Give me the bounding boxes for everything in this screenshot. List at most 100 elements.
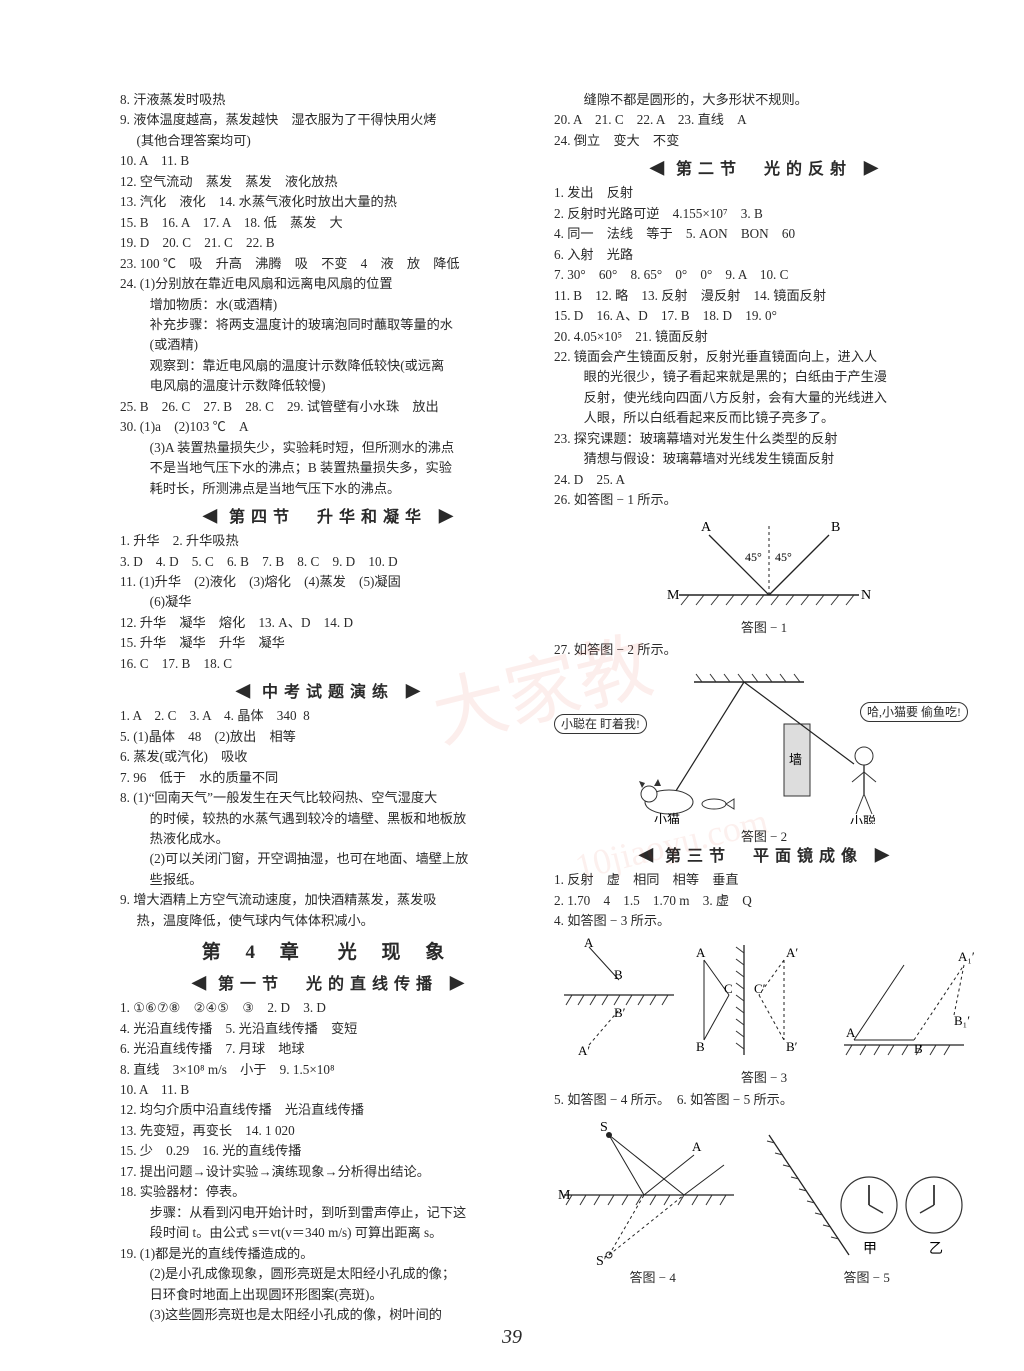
svg-text:A: A bbox=[584, 935, 594, 950]
text-line: 24. (1)分别放在靠近电风扇和远离电风扇的位置 bbox=[120, 274, 536, 294]
fig2-caption: 答图 − 2 bbox=[554, 826, 974, 845]
text-line: 耗时长，所测沸点是当地气压下水的沸点。 bbox=[120, 479, 536, 499]
text-line: 25. B 26. C 27. B 28. C 29. 试管壁有小水珠 放出 bbox=[120, 397, 536, 417]
section-4-header: ◀ 第四节 升华和凝华 ▶ bbox=[120, 503, 536, 527]
text-line: 22. 镜面会产生镜面反射，反射光垂直镜面向上，进入人 bbox=[554, 347, 974, 367]
text-line: 23. 探究课题：玻璃幕墙对光发生什么类型的反射 bbox=[554, 429, 974, 449]
triangle-right-icon: ▶ bbox=[406, 680, 420, 701]
triangle-right-icon: ▶ bbox=[450, 972, 464, 993]
fig2-bubble-right: 哈,小猫要 偷鱼吃! bbox=[860, 702, 968, 722]
text-line: 11. (1)升华 (2)液化 (3)熔化 (4)蒸发 (5)凝固 bbox=[120, 572, 536, 592]
text-line: 的时候，较热的水蒸气遇到较冷的墙壁、黑板和地板放 bbox=[120, 809, 536, 829]
text-line: (或酒精) bbox=[120, 335, 536, 355]
text-line: 24. D 25. A bbox=[554, 470, 974, 490]
fig2-wall-label: 墙 bbox=[789, 752, 802, 767]
text-line: 11. B 12. 略 13. 反射 漫反射 14. 镜面反射 bbox=[554, 286, 974, 306]
svg-text:甲: 甲 bbox=[863, 1242, 877, 1257]
chapter-4-header: 第 4 章 光 现 象 bbox=[120, 937, 536, 964]
text-line: 4. 同一 法线 等于 5. AON BON 60 bbox=[554, 224, 974, 244]
text-line: 3. D 4. D 5. C 6. B 7. B 8. C 9. D 10. D bbox=[120, 552, 536, 572]
text-line: (3)A 装置热量损失少，实验耗时短，但所测水的沸点 bbox=[120, 438, 536, 458]
text-line: 2. 反射时光路可逆 4.155×10⁷ 3. B bbox=[554, 204, 974, 224]
text-line: 5. (1)晶体 48 (2)放出 相等 bbox=[120, 727, 536, 747]
text-line: 15. D 16. A、D 17. B 18. D 19. 0° bbox=[554, 306, 974, 326]
fig1-angle1: 45° bbox=[745, 550, 762, 564]
section-4-1-header: ◀ 第一节 光的直线传播 ▶ bbox=[120, 970, 536, 994]
text-line: 15. 升华 凝华 升华 凝华 bbox=[120, 633, 536, 653]
text-line: 7. 96 低于 水的质量不同 bbox=[120, 768, 536, 788]
fig5-caption: 答图 − 5 bbox=[759, 1267, 974, 1286]
text-line: 17. 提出问题→设计实验→演练现象→分析得出结论。 bbox=[120, 1162, 536, 1182]
svg-text:A′: A′ bbox=[578, 1043, 590, 1058]
text-line: 1. 反射 虚 相同 相等 垂直 bbox=[554, 870, 974, 890]
fig4-svg: S S′ A M bbox=[554, 1115, 744, 1265]
text-line: 段时间 t。由公式 s＝vt(v＝340 m/s) 可算出距离 s。 bbox=[120, 1223, 536, 1243]
text-line: 热，温度降低，使气球内气体体积减小。 bbox=[120, 911, 536, 931]
text-line: 10. A 11. B bbox=[120, 151, 536, 171]
triangle-left-icon: ◀ bbox=[650, 157, 664, 178]
answer-figure-3: A B A′ B′ A B C A′ B′ C′ bbox=[554, 935, 974, 1086]
svg-text:A′: A′ bbox=[786, 945, 798, 960]
text-line: 13. 汽化 液化 14. 水蒸气液化时放出大量的热 bbox=[120, 192, 536, 212]
text-line: 20. 4.05×10⁵ 21. 镜面反射 bbox=[554, 327, 974, 347]
text-line: 步骤：从看到闪电开始计时，到听到雷声停止，记下这 bbox=[120, 1203, 536, 1223]
left-column: 8. 汗液蒸发时吸热 9. 液体温度越高，蒸发越快 湿衣服为了干得快用火烤 (其… bbox=[120, 90, 536, 1331]
text-line: 6. 蒸发(或汽化) 吸收 bbox=[120, 747, 536, 767]
text-line: 30. (1)a (2)103 ℃ A bbox=[120, 417, 536, 437]
text-line: 12. 空气流动 蒸发 蒸发 液化放热 bbox=[120, 172, 536, 192]
text-line: 6. 光沿直线传播 7. 月球 地球 bbox=[120, 1039, 536, 1059]
text-line: 9. 增大酒精上方空气流动速度，加快酒精蒸发，蒸发吸 bbox=[120, 890, 536, 910]
text-line: 增加物质：水(或酒精) bbox=[120, 295, 536, 315]
text-line: 15. 少 0.29 16. 光的直线传播 bbox=[120, 1141, 536, 1161]
text-line: 1. 升华 2. 升华吸热 bbox=[120, 531, 536, 551]
svg-text:B′: B′ bbox=[614, 1005, 626, 1020]
fig1-svg: A B M N 45° 45° bbox=[649, 515, 879, 615]
text-line: 20. A 21. C 22. A 23. 直线 A bbox=[554, 110, 974, 130]
text-line: 些报纸。 bbox=[120, 870, 536, 890]
svg-text:S: S bbox=[600, 1120, 608, 1135]
svg-text:B: B bbox=[696, 1039, 705, 1054]
svg-text:A: A bbox=[696, 945, 706, 960]
svg-text:C′: C′ bbox=[754, 981, 766, 996]
text-line: 猜想与假设：玻璃幕墙对光线发生镜面反射 bbox=[554, 449, 974, 469]
right-column: 缝隙不都是圆形的，大多形状不规则。 20. A 21. C 22. A 23. … bbox=[554, 90, 974, 1331]
text-line: 23. 100 ℃ 吸 升高 沸腾 吸 不变 4 液 放 降低 bbox=[120, 254, 536, 274]
section-title: 第三节 平面镜成像 bbox=[665, 842, 863, 866]
answer-figure-1: A B M N 45° 45° 答图 − 1 bbox=[649, 515, 879, 636]
text-line: 反射，使光线向四面八方反射，会有大量的光线进入 bbox=[554, 388, 974, 408]
text-line: 观察到：靠近电风扇的温度计示数降低较快(或远离 bbox=[120, 356, 536, 376]
text-line: 12. 均匀介质中沿直线传播 光沿直线传播 bbox=[120, 1100, 536, 1120]
text-line: 27. 如答图 − 2 所示。 bbox=[554, 640, 974, 660]
text-line: 19. (1)都是光的直线传播造成的。 bbox=[120, 1244, 536, 1264]
answer-figure-4: S S′ A M 答图 − 4 bbox=[554, 1115, 751, 1286]
answer-figure-2: 墙 小猫 小聪 小聪在 盯着我! bbox=[554, 664, 974, 834]
section-3-header: ◀ 第三节 平面镜成像 ▶ bbox=[554, 842, 974, 866]
triangle-right-icon: ▶ bbox=[864, 157, 878, 178]
fig2-boy-label: 小聪 bbox=[850, 814, 876, 824]
text-line: 24. 倒立 变大 不变 bbox=[554, 131, 974, 151]
text-line: 不是当地气压下水的沸点；B 装置热量损失多，实验 bbox=[120, 458, 536, 478]
triangle-left-icon: ◀ bbox=[236, 680, 250, 701]
text-line: 4. 如答图 − 3 所示。 bbox=[554, 911, 974, 931]
section-title: 中考试题演练 bbox=[262, 678, 394, 702]
text-line: 13. 先变短，再变长 14. 1 020 bbox=[120, 1121, 536, 1141]
fig3-svg: A B A′ B′ A B C A′ B′ C′ bbox=[554, 935, 974, 1065]
fig2-svg: 墙 小猫 小聪 bbox=[554, 664, 964, 824]
svg-text:B: B bbox=[614, 967, 623, 982]
text-line: (2)可以关闭门窗，开空调抽湿，也可在地面、墙壁上放 bbox=[120, 849, 536, 869]
fig1-caption: 答图 − 1 bbox=[649, 617, 879, 636]
svg-text:C: C bbox=[724, 981, 733, 996]
svg-text:B′: B′ bbox=[786, 1039, 798, 1054]
text-line: 1. A 2. C 3. A 4. 晶体 340 8 bbox=[120, 706, 536, 726]
svg-text:乙: 乙 bbox=[929, 1241, 943, 1257]
page-columns: 8. 汗液蒸发时吸热 9. 液体温度越高，蒸发越快 湿衣服为了干得快用火烤 (其… bbox=[120, 90, 974, 1331]
section-title: 第一节 光的直线传播 bbox=[218, 970, 438, 994]
text-line: 10. A 11. B bbox=[120, 1080, 536, 1100]
text-line: (3)这些圆形亮斑也是太阳经小孔成的像，树叶间的 bbox=[120, 1305, 536, 1325]
text-line: 12. 升华 凝华 熔化 13. A、D 14. D bbox=[120, 613, 536, 633]
triangle-right-icon: ▶ bbox=[875, 844, 889, 865]
text-line: 1. 发出 反射 bbox=[554, 183, 974, 203]
fig1-label-M: M bbox=[667, 588, 680, 603]
text-line: 1. ①⑥⑦⑧ ②④⑤ ③ 2. D 3. D bbox=[120, 998, 536, 1018]
fig3-caption: 答图 − 3 bbox=[554, 1067, 974, 1086]
